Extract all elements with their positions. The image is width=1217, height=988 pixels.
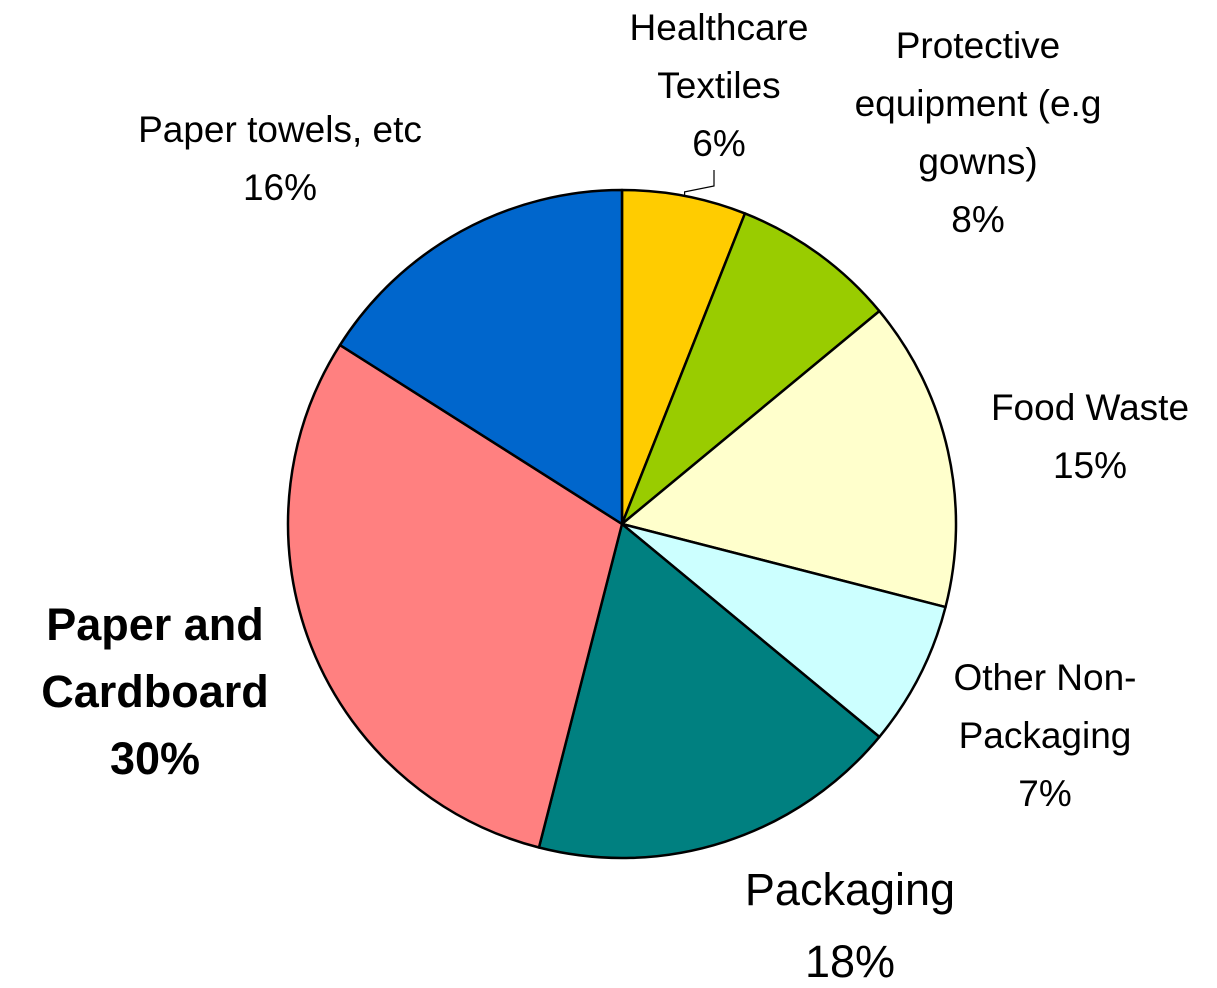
slice-label-line: Food Waste [991,387,1189,428]
pie-slice-other-non-packaging [620,522,947,739]
slice-percent: 15% [1053,445,1127,486]
slice-label-healthcare-textiles: Healthcare Textiles 6% [630,7,809,164]
slice-label-line: gowns) [918,141,1037,182]
slice-percent: 16% [243,167,317,208]
slice-label-other-non-packaging: Other Non- Packaging 7% [953,657,1136,814]
slice-percent: 18% [805,936,895,987]
slice-percent: 6% [692,123,745,164]
slice-label-line: Packaging [959,715,1132,756]
slice-label-packaging: Packaging 18% [745,864,955,987]
slice-label-paper-and-cardboard: Paper and Cardboard 30% [41,599,269,784]
slice-label-line: Paper towels, etc [138,109,422,150]
slice-label-line: Cardboard [41,666,269,717]
slice-label-line: Packaging [745,864,955,915]
slice-label-line: equipment (e.g [855,83,1102,124]
pie-slice-protective-equipment-e-g-gowns [620,212,881,526]
slice-label-paper-towels-etc: Paper towels, etc 16% [138,109,422,208]
slice-percent: 30% [110,733,200,784]
slice-percent: 8% [951,199,1004,240]
slice-label-line: Textiles [657,65,780,106]
leader-line-healthcare-textiles [683,170,715,196]
slice-label-protective-equipment-e-g-gowns: Protective equipment (e.g gowns) 8% [855,25,1102,240]
slice-percent: 7% [1018,773,1071,814]
pie-slice-packaging [537,522,881,860]
slice-label-line: Healthcare [630,7,809,48]
slice-label-line: Paper and [46,599,264,650]
pie-slice-healthcare-textiles [620,188,747,526]
pie-slice-paper-towels-etc [338,188,624,526]
slice-label-line: Protective [896,25,1061,66]
slice-label-food-waste: Food Waste 15% [991,387,1189,486]
pie-slices [286,188,958,860]
pie-slice-food-waste [620,309,958,609]
pie-slice-paper-and-cardboard [286,343,624,849]
leader-lines [683,170,715,196]
slice-labels: Healthcare Textiles 6% Protective equipment … [41,7,1189,987]
slice-label-line: Other Non- [953,657,1136,698]
